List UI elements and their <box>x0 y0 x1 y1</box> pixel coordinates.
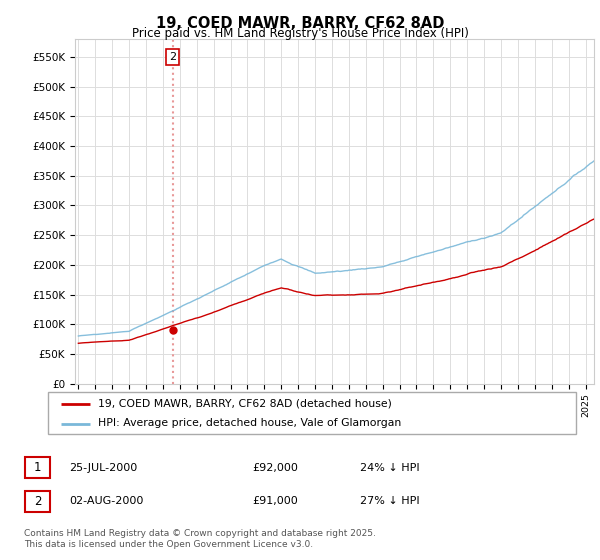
Text: 02-AUG-2000: 02-AUG-2000 <box>69 496 143 506</box>
Text: 19, COED MAWR, BARRY, CF62 8AD: 19, COED MAWR, BARRY, CF62 8AD <box>156 16 444 31</box>
Text: 27% ↓ HPI: 27% ↓ HPI <box>360 496 419 506</box>
Text: 25-JUL-2000: 25-JUL-2000 <box>69 463 137 473</box>
Text: £92,000: £92,000 <box>252 463 298 473</box>
Text: 1: 1 <box>34 461 41 474</box>
Text: HPI: Average price, detached house, Vale of Glamorgan: HPI: Average price, detached house, Vale… <box>98 418 401 428</box>
Text: 19, COED MAWR, BARRY, CF62 8AD (detached house): 19, COED MAWR, BARRY, CF62 8AD (detached… <box>98 399 392 409</box>
Text: Contains HM Land Registry data © Crown copyright and database right 2025.
This d: Contains HM Land Registry data © Crown c… <box>24 529 376 549</box>
Text: 2: 2 <box>34 494 41 508</box>
Text: Price paid vs. HM Land Registry's House Price Index (HPI): Price paid vs. HM Land Registry's House … <box>131 27 469 40</box>
Text: 2: 2 <box>169 52 176 62</box>
Text: 24% ↓ HPI: 24% ↓ HPI <box>360 463 419 473</box>
Text: £91,000: £91,000 <box>252 496 298 506</box>
